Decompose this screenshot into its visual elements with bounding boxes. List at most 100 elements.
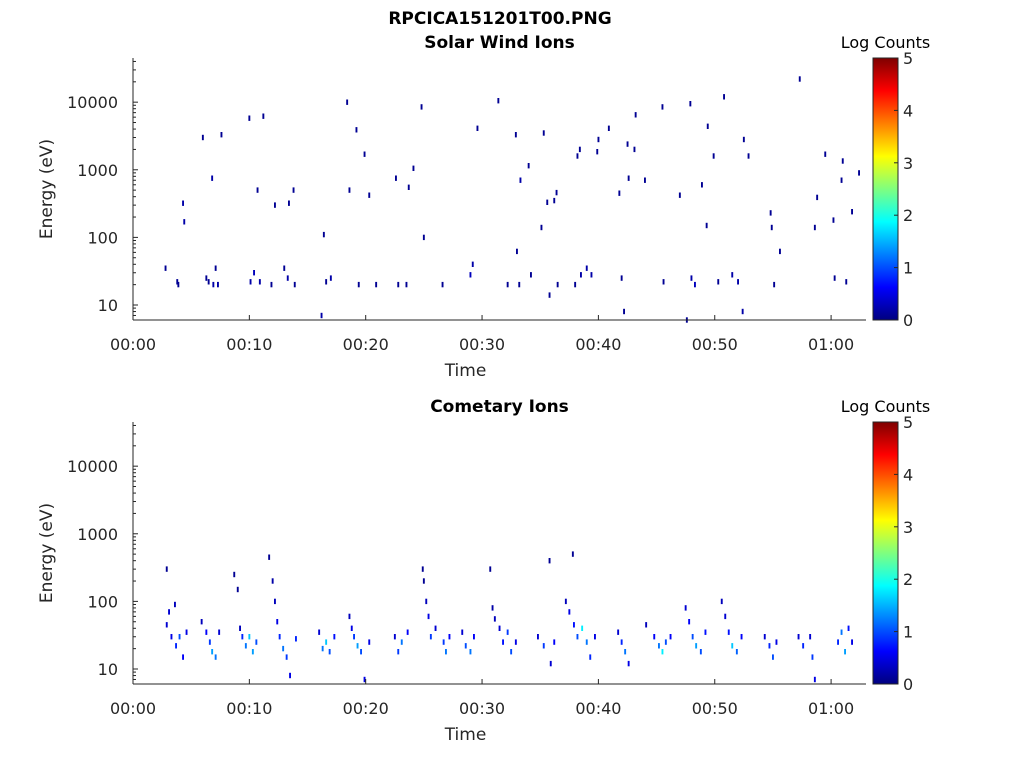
heatmap-cell bbox=[840, 629, 843, 635]
heatmap-cell bbox=[633, 146, 636, 153]
heatmap-cell bbox=[568, 609, 571, 615]
heatmap-cell bbox=[214, 265, 217, 271]
heatmap-cell bbox=[775, 639, 778, 645]
heatmap-cell bbox=[645, 622, 648, 628]
x-tick-label: 00:10 bbox=[226, 335, 272, 354]
heatmap-cell bbox=[548, 558, 551, 564]
heatmap-cell bbox=[469, 272, 472, 278]
colorbar-tick-label: 0 bbox=[903, 675, 913, 694]
heatmap-cell bbox=[256, 187, 259, 193]
heatmap-cell bbox=[251, 649, 254, 655]
heatmap-cell bbox=[661, 104, 664, 110]
heatmap-cell bbox=[740, 634, 743, 640]
heatmap-cell bbox=[678, 192, 681, 198]
heatmap-cell bbox=[368, 639, 371, 645]
heatmap-cell bbox=[185, 629, 188, 635]
heatmap-cell bbox=[268, 554, 271, 560]
heatmap-cell bbox=[537, 634, 539, 640]
heatmap-cell bbox=[585, 639, 588, 645]
heatmap-cell bbox=[658, 643, 660, 649]
colorbar-tick-label: 5 bbox=[903, 49, 913, 68]
heatmap-cell bbox=[779, 248, 781, 255]
figure-title: RPCICA151201T00.PNG bbox=[388, 9, 611, 29]
heatmap-cell bbox=[201, 134, 204, 141]
heatmap-cell bbox=[348, 613, 351, 620]
heatmap-cell bbox=[514, 132, 517, 138]
y-tick-label: 100 bbox=[87, 228, 118, 247]
heatmap-cell bbox=[684, 605, 687, 611]
heatmap-cell bbox=[360, 649, 362, 655]
heatmap-cell bbox=[292, 187, 295, 193]
heatmap-cell bbox=[542, 130, 545, 136]
colorbar-label: Log Counts bbox=[841, 397, 931, 416]
heatmap-cell bbox=[742, 136, 745, 143]
panel-title: Solar Wind Ions bbox=[424, 33, 575, 53]
heatmap-cell bbox=[174, 601, 176, 608]
heatmap-cell bbox=[691, 634, 694, 640]
heatmap-cell bbox=[620, 275, 623, 281]
heatmap-cell bbox=[448, 634, 451, 640]
x-tick-label: 00:10 bbox=[226, 699, 272, 718]
heatmap-cell bbox=[832, 217, 835, 223]
heatmap-cell bbox=[802, 643, 805, 649]
x-tick-label: 00:30 bbox=[459, 699, 505, 718]
heatmap-cell bbox=[476, 125, 479, 131]
heatmap-cell bbox=[441, 281, 444, 288]
heatmap-cell bbox=[837, 639, 839, 645]
heatmap-cell bbox=[270, 281, 273, 288]
heatmap-cell bbox=[851, 639, 853, 645]
heatmap-cell bbox=[688, 619, 691, 625]
heatmap-cell bbox=[519, 177, 522, 183]
heatmap-cell bbox=[498, 625, 501, 631]
heatmap-cell bbox=[840, 177, 843, 183]
heatmap-cell bbox=[816, 194, 819, 201]
heatmap-cell bbox=[393, 634, 396, 640]
heatmap-cell bbox=[542, 643, 545, 649]
colorbar bbox=[872, 421, 899, 685]
heatmap-cell bbox=[357, 281, 360, 288]
heatmap-cell bbox=[183, 219, 186, 225]
heatmap-cell bbox=[653, 634, 656, 640]
heatmap-cell bbox=[573, 622, 575, 628]
x-tick-label: 01:00 bbox=[808, 335, 854, 354]
heatmap-cell bbox=[506, 629, 509, 635]
heatmap-cell bbox=[262, 113, 265, 119]
heatmap-cell bbox=[165, 622, 168, 628]
heatmap-cell bbox=[847, 625, 850, 631]
heatmap-cell bbox=[356, 643, 359, 649]
heatmap-cell bbox=[553, 639, 556, 645]
heatmap-cell bbox=[288, 200, 290, 206]
heatmap-cell bbox=[363, 151, 366, 157]
heatmap-cell bbox=[618, 190, 621, 196]
heatmap-cell bbox=[375, 281, 378, 288]
heatmap-cell bbox=[845, 279, 848, 285]
heatmap-cell bbox=[212, 281, 215, 288]
heatmap-cell bbox=[690, 275, 693, 281]
heatmap-cell bbox=[325, 639, 328, 645]
heatmap-cell bbox=[293, 281, 296, 288]
heatmap-cell bbox=[841, 158, 844, 164]
heatmap-cell bbox=[589, 654, 592, 660]
x-tick-label: 00:40 bbox=[575, 699, 621, 718]
heatmap-cell bbox=[747, 153, 750, 159]
heatmap-cell bbox=[320, 312, 323, 319]
heatmap-cell bbox=[798, 76, 801, 82]
heatmap-cell bbox=[211, 649, 214, 655]
heatmap-cell bbox=[644, 177, 646, 183]
heatmap-cell bbox=[578, 146, 581, 153]
heatmap-cell bbox=[164, 265, 167, 271]
heatmap-cell bbox=[239, 625, 241, 631]
heatmap-cell bbox=[574, 281, 577, 288]
colorbar-tick-label: 3 bbox=[903, 518, 913, 537]
heatmap-cell bbox=[851, 209, 853, 215]
heatmap-cell bbox=[858, 170, 860, 176]
heatmap-cell bbox=[442, 639, 445, 645]
plot-area bbox=[133, 58, 866, 320]
heatmap-cell bbox=[704, 629, 707, 635]
heatmap-cell bbox=[400, 639, 403, 645]
heatmap-cell bbox=[623, 308, 625, 315]
heatmap-cell bbox=[248, 634, 251, 640]
heatmap-cell bbox=[422, 578, 425, 584]
heatmap-cell bbox=[571, 551, 574, 557]
heatmap-cell bbox=[489, 566, 492, 572]
